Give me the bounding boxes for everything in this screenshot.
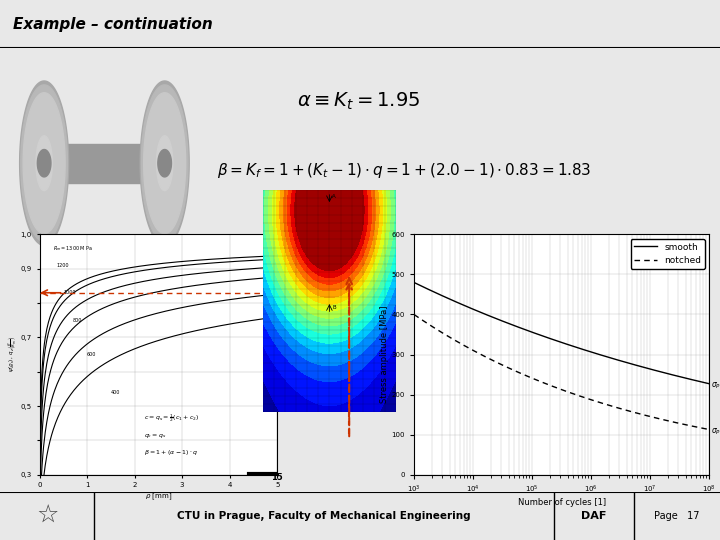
- notched: [570, 391, 578, 397]
- Text: q,9: q,9: [281, 259, 289, 265]
- Polygon shape: [23, 93, 65, 234]
- Text: 1200: 1200: [56, 263, 68, 268]
- Text: q,7: q,7: [281, 304, 289, 309]
- Text: 800: 800: [73, 318, 82, 323]
- Y-axis label: Stress amplitude [MPa]: Stress amplitude [MPa]: [379, 306, 389, 403]
- smooth: [698, 379, 706, 386]
- Text: q,8: q,8: [281, 280, 289, 285]
- Text: $\beta = K_f = 1+(K_t-1)\cdot q = 1+(2.0-1)\cdot 0.83 = 1.83$: $\beta = K_f = 1+(K_t-1)\cdot q = 1+(2.0…: [217, 161, 591, 180]
- Text: 400: 400: [111, 390, 120, 395]
- Polygon shape: [141, 85, 188, 241]
- notched: [585, 396, 594, 402]
- Text: CTU in Prague, Faculty of Mechanical Engineering: CTU in Prague, Faculty of Mechanical Eng…: [177, 511, 471, 521]
- notched: [698, 425, 706, 431]
- Line: smooth: smooth: [414, 282, 709, 384]
- notched: [652, 415, 660, 421]
- Polygon shape: [156, 136, 173, 191]
- notched: [705, 426, 714, 433]
- Line: notched: notched: [414, 314, 709, 429]
- notched: [550, 383, 559, 390]
- Text: DAF: DAF: [581, 511, 607, 521]
- Polygon shape: [158, 150, 171, 177]
- Polygon shape: [19, 81, 68, 246]
- Text: ☆: ☆: [36, 503, 58, 527]
- Text: $c = q_s = \frac{1}{2}(c_1 + c_2)$: $c = q_s = \frac{1}{2}(c_1 + c_2)$: [144, 412, 199, 424]
- Text: q,6: q,6: [281, 335, 289, 340]
- Text: Page   17: Page 17: [654, 511, 700, 521]
- Polygon shape: [44, 144, 165, 183]
- Polygon shape: [37, 150, 51, 177]
- Text: Example – continuation: Example – continuation: [13, 17, 212, 32]
- Text: 600: 600: [87, 352, 96, 357]
- Text: A: A: [332, 194, 336, 199]
- X-axis label: $\rho$ [mm]: $\rho$ [mm]: [145, 491, 172, 502]
- Text: q,5: q,5: [281, 366, 289, 371]
- X-axis label: Number of cycles [1]: Number of cycles [1]: [518, 498, 606, 507]
- Y-axis label: $\psi(\varrho_r),\ q_z\left(\frac{\varrho}{{R_m}}\right)$: $\psi(\varrho_r),\ q_z\left(\frac{\varrh…: [6, 336, 18, 373]
- Polygon shape: [144, 93, 186, 234]
- Text: 1000: 1000: [63, 291, 76, 295]
- smooth: [652, 367, 660, 374]
- Text: B: B: [332, 305, 336, 310]
- Text: q,4: q,4: [281, 400, 289, 405]
- Text: $\alpha \equiv K_t = 1.95$: $\alpha \equiv K_t = 1.95$: [297, 90, 420, 112]
- Text: $R_m = 1300$ M Pa: $R_m = 1300$ M Pa: [53, 244, 93, 253]
- Polygon shape: [140, 81, 189, 246]
- Polygon shape: [36, 136, 53, 191]
- smooth: [550, 337, 559, 343]
- Text: $\sigma_{PL}$: $\sigma_{PL}$: [711, 381, 720, 391]
- notched: [552, 384, 560, 391]
- smooth: [570, 343, 578, 350]
- smooth: [705, 381, 714, 387]
- smooth: [552, 338, 560, 344]
- Text: $\sigma_{PL,N}$: $\sigma_{PL,N}$: [711, 427, 720, 437]
- smooth: [585, 348, 594, 355]
- Polygon shape: [21, 85, 68, 241]
- notched: [410, 311, 418, 318]
- smooth: [410, 279, 418, 286]
- Text: 15: 15: [271, 473, 283, 482]
- Text: $\beta = 1 + (\alpha - 1) \cdot q$: $\beta = 1 + (\alpha - 1) \cdot q$: [144, 448, 198, 457]
- Text: $q_k = q_s$: $q_k = q_s$: [144, 432, 166, 440]
- Legend: smooth, notched: smooth, notched: [631, 239, 705, 269]
